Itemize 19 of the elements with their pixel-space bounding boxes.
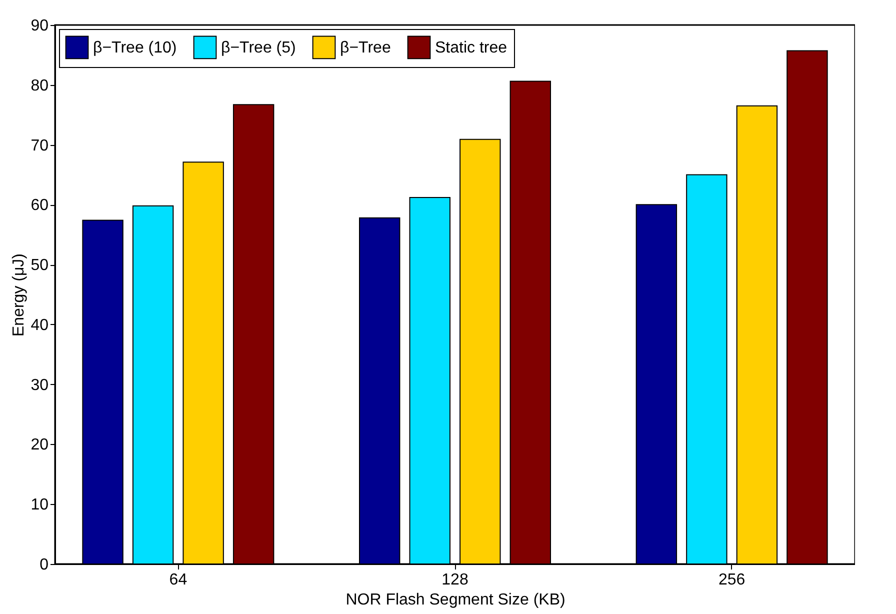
y-tick-label: 60 [30, 197, 49, 214]
x-tick-label: 128 [442, 572, 468, 588]
y-tick-label: 70 [30, 137, 49, 154]
y-tick-label: 0 [40, 556, 49, 574]
x-tick-label: 64 [169, 572, 188, 588]
y-tick-label: 80 [30, 77, 49, 94]
legend-label: β−Tree [340, 39, 391, 56]
legend-label: β−Tree (5) [221, 39, 296, 56]
y-axis-title: Energy (μJ) [10, 253, 28, 337]
y-tick-label: 20 [30, 436, 49, 454]
x-tick-label: 256 [718, 572, 746, 588]
legend-label: Static tree [435, 39, 508, 56]
y-tick-label: 30 [30, 376, 49, 394]
legend-label: β−Tree (10) [93, 39, 177, 56]
y-tick-label: 90 [30, 18, 49, 34]
x-axis-title: NOR Flash Segment Size (KB) [346, 592, 566, 608]
y-tick-label: 50 [30, 257, 49, 274]
y-tick-label: 40 [30, 316, 49, 334]
y-tick-label: 10 [30, 496, 49, 514]
